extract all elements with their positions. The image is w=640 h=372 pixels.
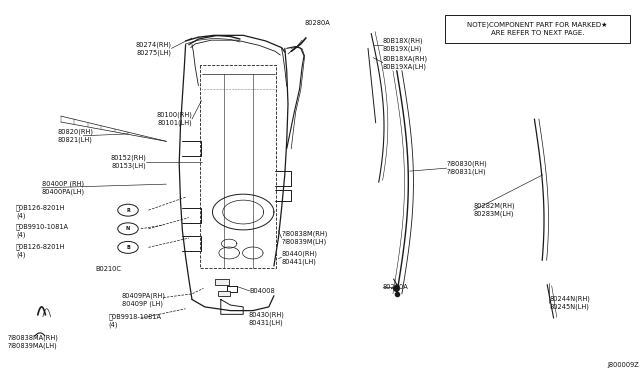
Text: 80274(RH)
80275(LH): 80274(RH) 80275(LH) [136, 41, 172, 55]
Text: B: B [126, 245, 130, 250]
Text: Ⓜ0B126-8201H
(4): Ⓜ0B126-8201H (4) [16, 244, 65, 259]
Text: B04008: B04008 [250, 288, 275, 294]
Text: Ⓜ0B126-8201H
(4): Ⓜ0B126-8201H (4) [16, 205, 65, 219]
Text: Ⓞ0B9918-1081A
(4): Ⓞ0B9918-1081A (4) [109, 313, 162, 328]
Text: ⁈80830(RH)
⁈80831(LH): ⁈80830(RH) ⁈80831(LH) [447, 161, 488, 175]
Text: J800009Z: J800009Z [607, 362, 639, 368]
Text: 80100(RH)
80101(LH): 80100(RH) 80101(LH) [156, 112, 192, 126]
Text: 80409PA(RH)
80409P (LH): 80409PA(RH) 80409P (LH) [122, 292, 166, 307]
Text: 80430(RH)
80431(LH): 80430(RH) 80431(LH) [248, 312, 284, 326]
Text: 80282M(RH)
80283M(LH): 80282M(RH) 80283M(LH) [474, 203, 515, 217]
Text: N: N [126, 226, 130, 231]
Bar [218, 291, 230, 296]
Text: 80B18XA(RH)
80B19XA(LH): 80B18XA(RH) 80B19XA(LH) [383, 55, 428, 70]
Text: 80280A: 80280A [305, 20, 330, 26]
Bar [215, 279, 229, 285]
Text: B0210C: B0210C [95, 266, 122, 272]
Text: ⁈80838MA(RH)
⁈80839MA(LH): ⁈80838MA(RH) ⁈80839MA(LH) [8, 335, 58, 349]
Text: 80280A: 80280A [383, 284, 408, 290]
Text: 80B18X(RH)
80B19X(LH): 80B18X(RH) 80B19X(LH) [383, 38, 423, 52]
Text: 80440(RH)
80441(LH): 80440(RH) 80441(LH) [282, 250, 317, 264]
Text: R: R [126, 208, 130, 213]
Text: NOTE)COMPONENT PART FOR MARKED★
ARE REFER TO NEXT PAGE.: NOTE)COMPONENT PART FOR MARKED★ ARE REFE… [467, 22, 608, 36]
Text: 80244N(RH)
80245N(LH): 80244N(RH) 80245N(LH) [549, 296, 590, 310]
Text: 80152(RH)
80153(LH): 80152(RH) 80153(LH) [110, 155, 146, 169]
Text: Ⓞ0B9910-1081A
(4): Ⓞ0B9910-1081A (4) [16, 223, 69, 238]
Bar [445, 15, 630, 43]
Text: 80820(RH)
80821(LH): 80820(RH) 80821(LH) [58, 129, 93, 143]
Text: ⁈80838M(RH)
⁈80839M(LH): ⁈80838M(RH) ⁈80839M(LH) [282, 231, 328, 245]
Text: 80400P (RH)
80400PA(LH): 80400P (RH) 80400PA(LH) [42, 181, 84, 195]
